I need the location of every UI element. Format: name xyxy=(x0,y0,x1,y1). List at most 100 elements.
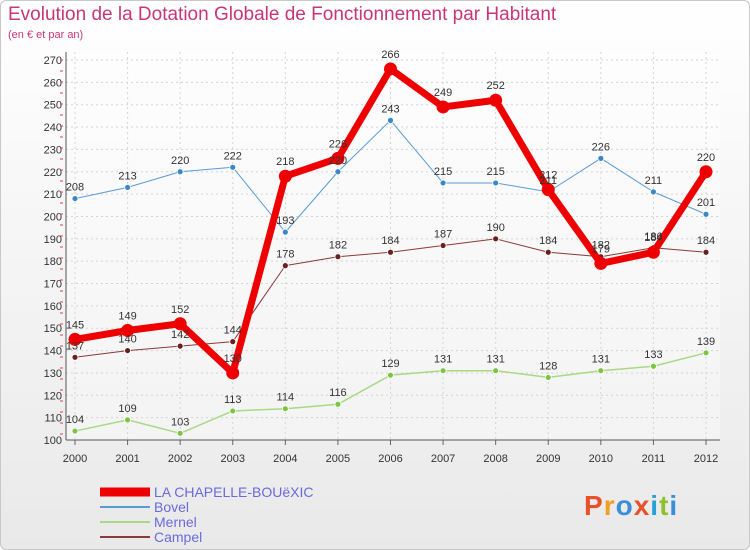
data-point-la-chapelle-bou-xic xyxy=(489,93,503,107)
data-label-campel: 182 xyxy=(592,240,610,252)
y-tick-label: 240 xyxy=(44,122,62,134)
data-point-campel xyxy=(229,338,237,346)
data-label-bovel: 243 xyxy=(381,103,399,115)
data-label-bovel: 211 xyxy=(645,175,663,187)
data-label-bovel: 208 xyxy=(66,182,84,194)
x-tick-label: 2002 xyxy=(168,453,192,465)
data-point-la-chapelle-bou-xic xyxy=(226,366,240,380)
logo-letter: o xyxy=(615,490,634,521)
data-point-bovel xyxy=(439,179,447,187)
x-tick-label: 2008 xyxy=(483,453,507,465)
data-point-campel xyxy=(176,342,184,350)
data-point-la-chapelle-bou-xic xyxy=(436,100,450,114)
data-label-bovel: 220 xyxy=(329,155,347,167)
y-tick-label: 140 xyxy=(44,346,62,358)
x-tick-label: 2011 xyxy=(642,453,666,465)
data-label-mernel: 133 xyxy=(644,349,662,361)
data-label-mernel: 128 xyxy=(539,360,557,372)
data-label-la-chapelle-bou-xic: 184 xyxy=(644,232,662,244)
y-tick-label: 130 xyxy=(44,368,62,380)
x-tick-label: 2006 xyxy=(378,453,402,465)
data-label-campel: 182 xyxy=(329,240,347,252)
data-point-la-chapelle-bou-xic xyxy=(699,165,713,179)
data-point-la-chapelle-bou-xic xyxy=(121,323,135,337)
data-label-la-chapelle-bou-xic: 226 xyxy=(329,138,347,150)
data-point-la-chapelle-bou-xic xyxy=(384,62,397,76)
data-label-bovel: 220 xyxy=(171,155,189,167)
y-tick-label: 180 xyxy=(44,256,62,268)
data-point-mernel xyxy=(492,367,500,375)
data-label-la-chapelle-bou-xic: 145 xyxy=(66,319,84,331)
data-point-mernel xyxy=(597,367,605,375)
x-tick-label: 2000 xyxy=(63,453,87,465)
data-point-campel xyxy=(387,248,394,256)
data-point-bovel xyxy=(597,154,605,162)
data-label-mernel: 103 xyxy=(171,416,189,428)
data-label-campel: 186 xyxy=(644,231,662,243)
data-label-mernel: 113 xyxy=(224,394,242,406)
data-point-bovel xyxy=(492,179,500,187)
data-point-campel xyxy=(702,248,710,256)
data-point-bovel xyxy=(124,184,131,191)
data-label-campel: 140 xyxy=(118,334,136,346)
data-label-mernel: 116 xyxy=(329,387,347,399)
data-label-la-chapelle-bou-xic: 249 xyxy=(434,87,452,99)
data-point-bovel xyxy=(71,195,79,202)
data-point-mernel xyxy=(71,427,79,435)
data-label-bovel: 215 xyxy=(434,166,452,178)
data-label-la-chapelle-bou-xic: 179 xyxy=(592,243,610,255)
logo-letter: i xyxy=(650,490,660,521)
data-label-mernel: 131 xyxy=(592,354,610,366)
data-label-la-chapelle-bou-xic: 220 xyxy=(697,152,715,164)
y-tick-label: 170 xyxy=(44,279,62,291)
data-point-mernel xyxy=(650,362,657,370)
y-tick-label: 110 xyxy=(44,413,62,425)
data-point-mernel xyxy=(544,374,552,381)
data-point-campel xyxy=(544,248,552,256)
data-label-bovel: 215 xyxy=(486,166,504,178)
data-point-bovel xyxy=(176,168,184,176)
proxiti-logo: Proxiti xyxy=(584,490,678,522)
data-label-mernel: 129 xyxy=(381,358,399,370)
data-label-campel: 137 xyxy=(66,340,84,352)
y-tick-label: 100 xyxy=(44,435,62,447)
y-tick-label: 120 xyxy=(44,390,62,402)
data-label-mernel: 114 xyxy=(277,392,295,404)
data-label-bovel: 213 xyxy=(118,170,136,182)
data-point-mernel xyxy=(387,371,394,379)
logo-letter: t xyxy=(659,490,670,521)
logo-letter: x xyxy=(633,490,651,521)
x-tick-label: 2012 xyxy=(694,453,718,465)
data-label-campel: 187 xyxy=(434,229,452,241)
logo-letter: i xyxy=(669,490,679,521)
data-point-la-chapelle-bou-xic xyxy=(541,183,555,197)
logo-letter: r xyxy=(603,490,616,521)
data-label-mernel: 109 xyxy=(118,403,136,415)
data-point-campel xyxy=(281,262,289,270)
y-tick-label: 190 xyxy=(44,234,62,246)
data-label-la-chapelle-bou-xic: 149 xyxy=(118,310,136,322)
y-tick-label: 210 xyxy=(44,189,62,201)
data-point-bovel xyxy=(281,228,289,236)
data-point-campel xyxy=(124,347,131,354)
y-tick-label: 200 xyxy=(44,211,62,223)
y-tick-label: 150 xyxy=(44,323,62,335)
data-label-campel: 184 xyxy=(381,235,399,247)
x-tick-label: 2007 xyxy=(431,453,455,465)
data-label-la-chapelle-bou-xic: 212 xyxy=(539,170,557,182)
y-tick-label: 160 xyxy=(44,301,62,313)
data-point-la-chapelle-bou-xic xyxy=(68,332,82,346)
data-labels: 208 213 220 222 193 220 243 215 215 211 226 211 201 1… xyxy=(66,49,715,428)
data-point-mernel xyxy=(702,349,710,357)
logo-letter: P xyxy=(584,490,604,521)
data-label-mernel: 131 xyxy=(486,354,504,366)
x-tick-label: 2010 xyxy=(589,453,613,465)
data-label-mernel: 104 xyxy=(66,414,84,426)
data-label-campel: 190 xyxy=(486,222,504,234)
legend-label-mernel: Mernel xyxy=(154,514,197,530)
data-label-campel: 178 xyxy=(276,249,294,261)
data-point-la-chapelle-bou-xic xyxy=(173,317,187,331)
x-tick-label: 2003 xyxy=(221,453,245,465)
